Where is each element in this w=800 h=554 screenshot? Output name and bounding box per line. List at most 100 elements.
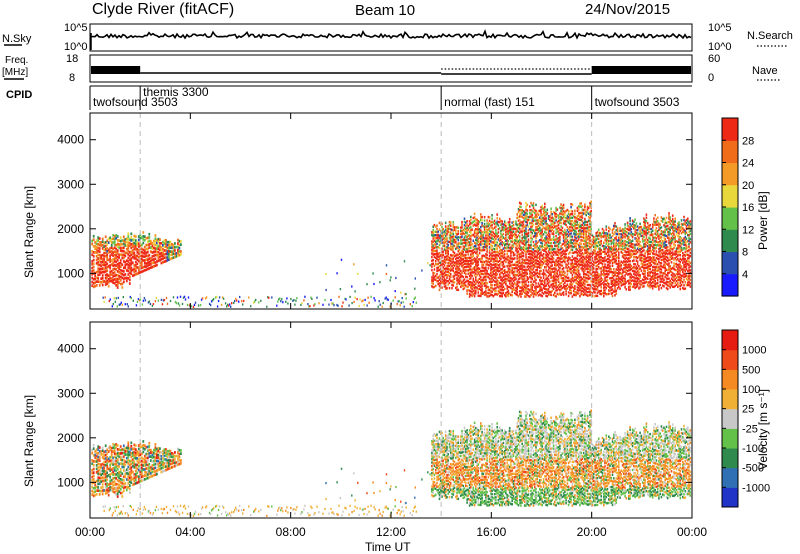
data-cell [201,297,204,300]
data-cell [159,241,161,245]
data-cell [113,237,116,241]
data-cell [562,222,565,225]
data-cell [140,236,143,240]
data-cell [163,256,166,260]
data-cell [562,206,565,210]
data-cell [513,235,516,238]
data-cell [500,235,502,238]
data-cell [510,254,512,257]
data-cell [624,274,626,277]
data-cell [97,236,100,239]
data-cell [527,294,530,298]
data-cell [677,264,679,267]
data-cell [603,244,605,248]
data-cell [475,247,477,251]
data-cell [635,239,638,243]
data-cell [679,261,682,264]
data-cell [513,253,516,256]
data-cell [128,271,131,275]
data-cell [515,246,517,250]
data-cell [529,266,531,269]
data-cell [109,279,112,283]
data-cell [669,265,671,268]
data-cell [501,251,503,255]
data-cell [433,223,436,227]
data-cell [451,228,453,232]
data-cell [506,239,508,242]
data-cell [685,259,688,263]
data-cell [516,293,518,297]
data-cell [581,261,584,264]
data-cell [561,233,564,236]
data-cell [175,252,178,255]
data-cell [174,245,176,249]
data-cell [461,284,463,287]
data-cell [610,267,613,271]
data-cell [600,239,602,243]
data-cell [447,225,449,228]
data-cell [92,269,95,272]
data-cell [560,288,562,291]
data-cell [106,243,109,246]
data-cell [505,274,507,277]
data-cell [478,248,481,252]
data-cell [535,293,537,297]
data-cell [545,294,547,297]
data-cell [478,236,481,240]
data-cell [551,267,554,271]
data-cell [436,257,438,260]
data-cell [510,279,512,283]
data-cell [453,261,456,264]
data-cell [545,253,547,257]
data-cell [180,240,182,243]
data-cell [175,245,178,249]
data-cell [520,248,522,252]
data-cell [490,259,492,262]
data-cell [594,261,596,265]
data-cell [125,259,128,262]
data-cell [511,266,513,270]
data-cell [641,237,644,241]
data-cell [608,248,610,251]
data-cell [585,255,587,258]
data-cell [595,281,597,285]
data-cell [490,243,492,247]
data-cell [115,260,118,264]
data-cell [675,227,678,231]
data-cell [156,260,158,263]
data-cell [471,259,473,262]
data-cell [591,266,594,269]
data-cell [556,263,559,266]
data-cell [525,233,527,236]
data-cell [146,254,149,258]
data-cell [621,242,624,245]
data-cell [556,247,559,250]
data-cell [669,270,671,273]
data-cell [604,259,606,262]
data-cell [465,272,467,276]
data-cell [586,268,589,271]
data-cell [495,274,497,277]
data-cell [610,292,613,295]
data-cell [133,234,136,238]
data-cell [597,262,600,266]
data-cell [452,281,455,284]
data-cell [119,249,122,252]
data-cell [470,235,472,238]
data-cell [480,257,482,260]
data-cell [536,262,539,266]
data-cell [110,280,113,283]
data-cell [540,280,542,283]
data-cell [549,248,551,251]
data-cell [561,257,564,260]
data-cell [659,256,661,259]
data-cell [510,225,512,229]
data-cell [539,252,541,255]
data-cell [540,223,542,226]
data-cell [127,266,130,270]
data-cell [501,237,503,240]
data-cell [610,245,613,248]
data-cell [570,225,572,229]
data-cell [98,243,101,247]
data-cell [666,284,669,287]
